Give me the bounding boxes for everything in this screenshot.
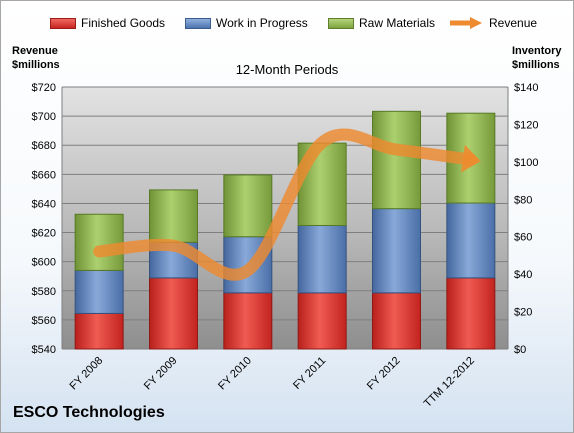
raw-materials-swatch	[328, 17, 354, 29]
finished-goods-bar	[223, 292, 273, 350]
y-right-tick-label: $0	[514, 344, 526, 356]
work-in-progress-bar	[297, 224, 347, 294]
revenue-point	[173, 245, 175, 247]
work-in-progress-bar	[446, 202, 496, 279]
finished-goods-bar	[149, 277, 198, 350]
revenue-point	[247, 269, 249, 271]
x-tick-label: FY 2010	[216, 355, 254, 393]
legend-item-work-in-progress: Work in Progress	[185, 13, 308, 33]
y-right-tick-label: $120	[514, 119, 538, 131]
work-in-progress-bar	[372, 208, 421, 294]
legend-label: Work in Progress	[216, 16, 308, 30]
left-axis-title-line1: Revenue	[12, 45, 58, 57]
chart-subtitle: 12-Month Periods	[235, 62, 339, 77]
legend-label: Finished Goods	[81, 16, 166, 30]
x-tick-label: TTM 12-2012	[422, 355, 477, 410]
y-left-tick-label: $540	[32, 344, 56, 356]
right-axis-title-line1: Inventory	[512, 45, 562, 57]
y-right-tick-label: $140	[514, 82, 538, 94]
raw-materials-bar	[223, 174, 273, 238]
legend-item-raw-materials: Raw Materials	[328, 13, 435, 33]
y-right-tick-label: $100	[514, 157, 538, 169]
y-left-tick-label: $560	[32, 315, 56, 327]
revenue-point	[98, 250, 100, 252]
finished-goods-bar	[372, 292, 421, 350]
revenue-point	[321, 141, 323, 143]
left-axis-title: Revenue $millions	[12, 44, 60, 72]
y-left-tick-label: $620	[32, 228, 56, 240]
revenue-point	[396, 149, 398, 151]
work-in-progress-swatch	[185, 17, 211, 29]
y-right-tick-label: $20	[514, 307, 532, 319]
y-left-tick-label: $580	[32, 286, 56, 298]
legend-item-finished-goods: Finished Goods	[50, 13, 165, 33]
y-right-tick-label: $60	[514, 232, 532, 244]
raw-materials-bar	[149, 189, 198, 243]
revenue-line-swatch	[450, 17, 482, 29]
y-right-tick-label: $80	[514, 194, 532, 206]
legend-label: Revenue	[489, 16, 538, 30]
legend-item-revenue: Revenue	[448, 13, 537, 33]
y-left-tick-label: $640	[32, 198, 56, 210]
y-left-tick-label: $720	[32, 82, 56, 94]
revenue-point	[470, 159, 472, 161]
revenue-arrowhead	[461, 144, 481, 173]
y-left-tick-label: $660	[32, 169, 56, 181]
left-axis-title-line2: $millions	[12, 59, 60, 71]
company-name: ESCO Technologies	[13, 404, 165, 421]
y-left-tick-label: $680	[32, 140, 56, 152]
y-left-tick-label: $700	[32, 111, 56, 123]
raw-materials-bar	[74, 213, 124, 271]
finished-goods-swatch	[50, 17, 76, 29]
x-tick-label: FY 2009	[142, 355, 180, 393]
x-tick-label: FY 2012	[365, 355, 403, 393]
finished-goods-bar	[297, 292, 347, 350]
finished-goods-bar	[74, 312, 124, 350]
legend-label: Raw Materials	[359, 16, 436, 30]
finished-goods-bar	[446, 277, 496, 350]
legend: Finished Goods Work in Progress Raw Mate…	[0, 13, 574, 33]
work-in-progress-bar	[74, 269, 124, 314]
right-axis-title: Inventory $millions	[512, 44, 562, 72]
right-axis-title-line2: $millions	[512, 59, 560, 71]
x-tick-label: FY 2008	[68, 355, 106, 393]
x-tick-label: FY 2011	[291, 355, 328, 392]
revenue-line	[93, 128, 477, 281]
y-left-tick-label: $600	[32, 257, 56, 269]
y-right-tick-label: $40	[514, 269, 532, 281]
raw-materials-bar	[372, 110, 421, 210]
